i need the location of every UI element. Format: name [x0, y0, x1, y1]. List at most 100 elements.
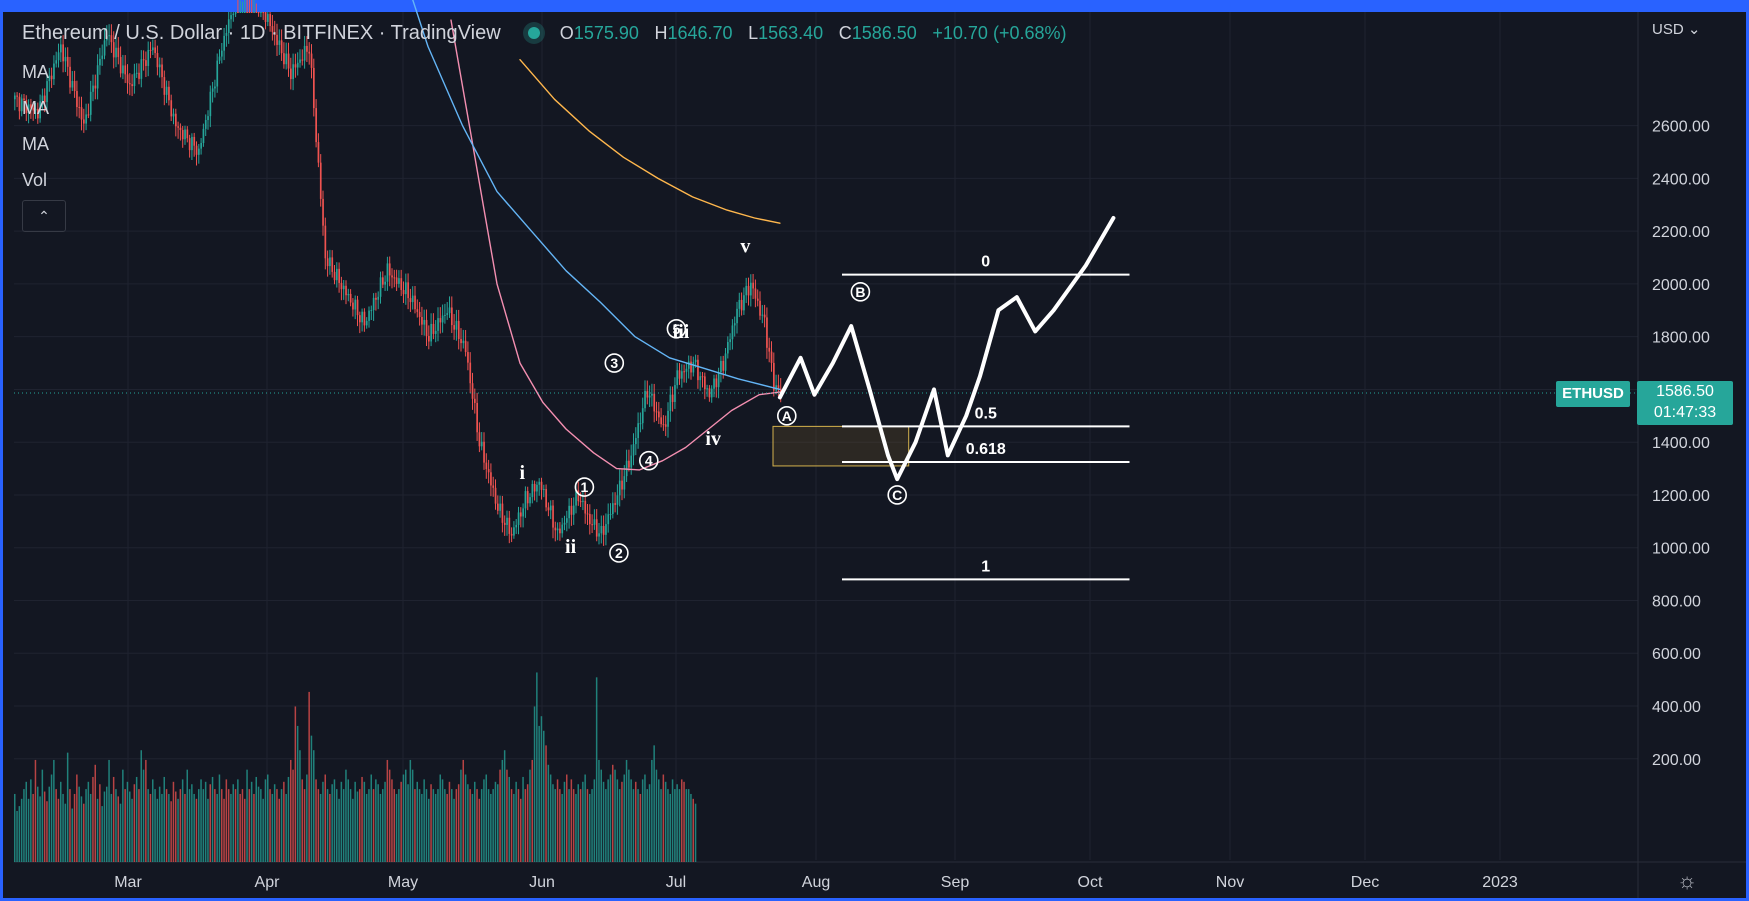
indicator-volume[interactable]: Vol [22, 170, 48, 190]
candle-body [260, 12, 262, 13]
candle-body [577, 490, 580, 502]
volume-bar [57, 798, 60, 862]
indicator-ma-3[interactable]: MA [22, 134, 49, 154]
volume-bar [460, 769, 462, 862]
candle-body [522, 508, 524, 517]
high-value: 1646.70 [667, 23, 733, 43]
candle-body [324, 225, 327, 259]
volume-bar [20, 798, 23, 862]
volume-bar [533, 706, 536, 862]
wave-circle [887, 485, 908, 505]
candle-body [317, 142, 320, 163]
volume-bar [94, 764, 96, 862]
volume-bar [370, 774, 372, 862]
price-axis-label: 200.00 [1652, 752, 1701, 769]
currency-selector[interactable]: USD ⌄ [1652, 20, 1700, 38]
candle-body [73, 81, 76, 92]
candle-body [122, 65, 124, 74]
volume-bar [191, 784, 193, 862]
volume-bar [536, 672, 538, 862]
volume-bar [115, 789, 117, 862]
candle-body [308, 51, 311, 54]
volume-bar [349, 789, 352, 862]
candle-body [407, 282, 409, 299]
volume-bar [218, 774, 221, 862]
candle-body [540, 481, 543, 490]
volume-bar [306, 774, 308, 862]
volume-bar [602, 781, 605, 862]
volume-bar [71, 808, 73, 862]
volume-bar [579, 789, 582, 862]
symbol-title: Ethereum / U.S. Dollar · 1D · BITFINEX ·… [22, 22, 501, 44]
candle-body [639, 423, 642, 425]
volume-bar [216, 793, 218, 862]
volume-bar [60, 781, 62, 862]
wave-circle [574, 477, 595, 497]
time-axis-label: 2023 [1482, 874, 1518, 891]
candle-body [579, 501, 582, 503]
volume-bar [644, 774, 646, 862]
open-value: 1575.90 [573, 23, 639, 43]
candle-body [690, 361, 692, 373]
candle-body [359, 315, 361, 323]
candle-body [474, 398, 476, 403]
collapse-legend-button[interactable]: ⌃ [22, 200, 66, 232]
indicator-ma-2[interactable]: MA [22, 98, 49, 118]
candle-body [62, 44, 64, 62]
volume-bar [379, 793, 382, 862]
volume-bar [227, 789, 230, 862]
candle-body [416, 309, 419, 312]
candle-body [414, 295, 416, 310]
candle-body [513, 527, 515, 536]
candle-body [563, 522, 566, 525]
candle-body [552, 505, 554, 528]
candle-body [285, 53, 288, 65]
volume-bar [451, 789, 453, 862]
volume-bar [62, 793, 64, 862]
volume-bar [83, 803, 85, 862]
candle-body [462, 340, 465, 344]
gear-icon[interactable]: ☼ [1677, 868, 1698, 893]
candle-body [595, 519, 598, 537]
candle-body [430, 323, 432, 342]
indicator-ma-1[interactable]: MA [22, 62, 49, 82]
candle-body [733, 323, 736, 326]
candle-body [71, 81, 74, 88]
open-label: O [559, 23, 574, 43]
candle-body [393, 277, 396, 279]
price-axis-label: 800.00 [1652, 593, 1701, 610]
candle-body [117, 47, 120, 58]
candle-body [262, 12, 265, 13]
volume-bar [232, 784, 234, 862]
candle-body [692, 362, 695, 373]
volume-bar [234, 789, 237, 862]
volume-bar [175, 791, 177, 862]
candle-body [520, 512, 522, 517]
candle-body [773, 362, 775, 391]
candle-body [708, 388, 711, 398]
volume-bar [529, 769, 531, 862]
candle-body [126, 74, 129, 84]
candle-body [131, 84, 133, 87]
volume-bar [347, 779, 349, 862]
volume-bar [207, 798, 209, 862]
price-axis-label: 2400.00 [1652, 171, 1710, 188]
candle-body [140, 59, 143, 79]
candle-body [221, 50, 223, 57]
time-axis-label: Mar [114, 874, 142, 891]
candle-body [706, 388, 708, 390]
volume-bar [510, 789, 513, 862]
candle-body [87, 114, 90, 116]
volume-bar [407, 784, 409, 862]
volume-bar [522, 776, 524, 862]
price-axis-label: 2000.00 [1652, 277, 1710, 294]
volume-bar [66, 752, 69, 862]
volume-bar [129, 791, 131, 862]
volume-bar [154, 789, 156, 862]
volume-bar [586, 789, 589, 862]
volume-bar [618, 789, 621, 862]
volume-bar [221, 789, 223, 862]
candle-body [701, 376, 704, 378]
volume-bar [545, 745, 547, 862]
